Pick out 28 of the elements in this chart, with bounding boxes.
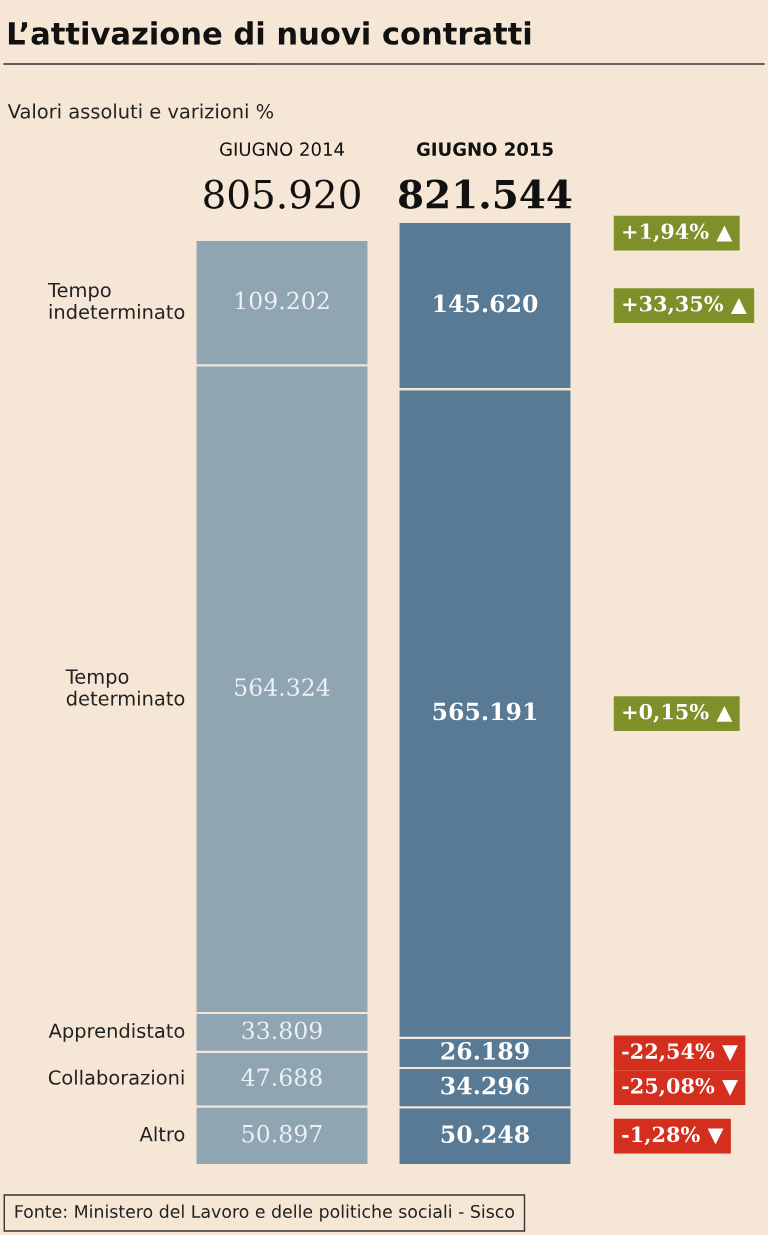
data-label: 564.324	[235, 678, 330, 697]
text: -1,28% ▼	[622, 1126, 724, 1146]
text: +1,94% ▲	[623, 223, 733, 243]
data-label: 145.620	[434, 294, 538, 313]
chart-subtitle: Valori assoluti e varizioni %	[7, 103, 274, 119]
data-label: 34.296	[441, 1076, 529, 1095]
series-label: Altro	[139, 1126, 185, 1142]
chart-title: L’attivazione di nuovi contratti	[8, 21, 531, 45]
data-label: 50.897	[242, 1124, 322, 1143]
data-label: 50.248	[441, 1125, 529, 1144]
series-label: Tempo indeterminato	[47, 282, 185, 320]
text: -25,08% ▼	[622, 1077, 738, 1097]
x-tick-label: GIUGNO 2014	[220, 142, 344, 156]
series-label: Collaborazioni	[48, 1069, 184, 1085]
total-label: 805.920	[204, 179, 360, 209]
text: +0,15% ▲	[623, 703, 733, 723]
data-label: 33.809	[242, 1021, 322, 1040]
text: -22,54% ▼	[622, 1043, 738, 1063]
total-label: 821.544	[399, 179, 572, 209]
source-note: Fonte: Ministero del Lavoro e delle politiche sociali - Sisco	[15, 1204, 514, 1222]
data-label: 109.202	[236, 291, 329, 310]
data-label: 26.189	[441, 1041, 529, 1060]
data-label: 47.688	[241, 1068, 322, 1087]
series-label: Apprendistato	[48, 1023, 185, 1042]
x-tick-label: GIUGNO 2015	[416, 142, 553, 156]
series-label: Tempo determinato	[65, 669, 185, 706]
data-label: 565.191	[433, 702, 537, 721]
text: +33,35% ▲	[623, 295, 747, 315]
